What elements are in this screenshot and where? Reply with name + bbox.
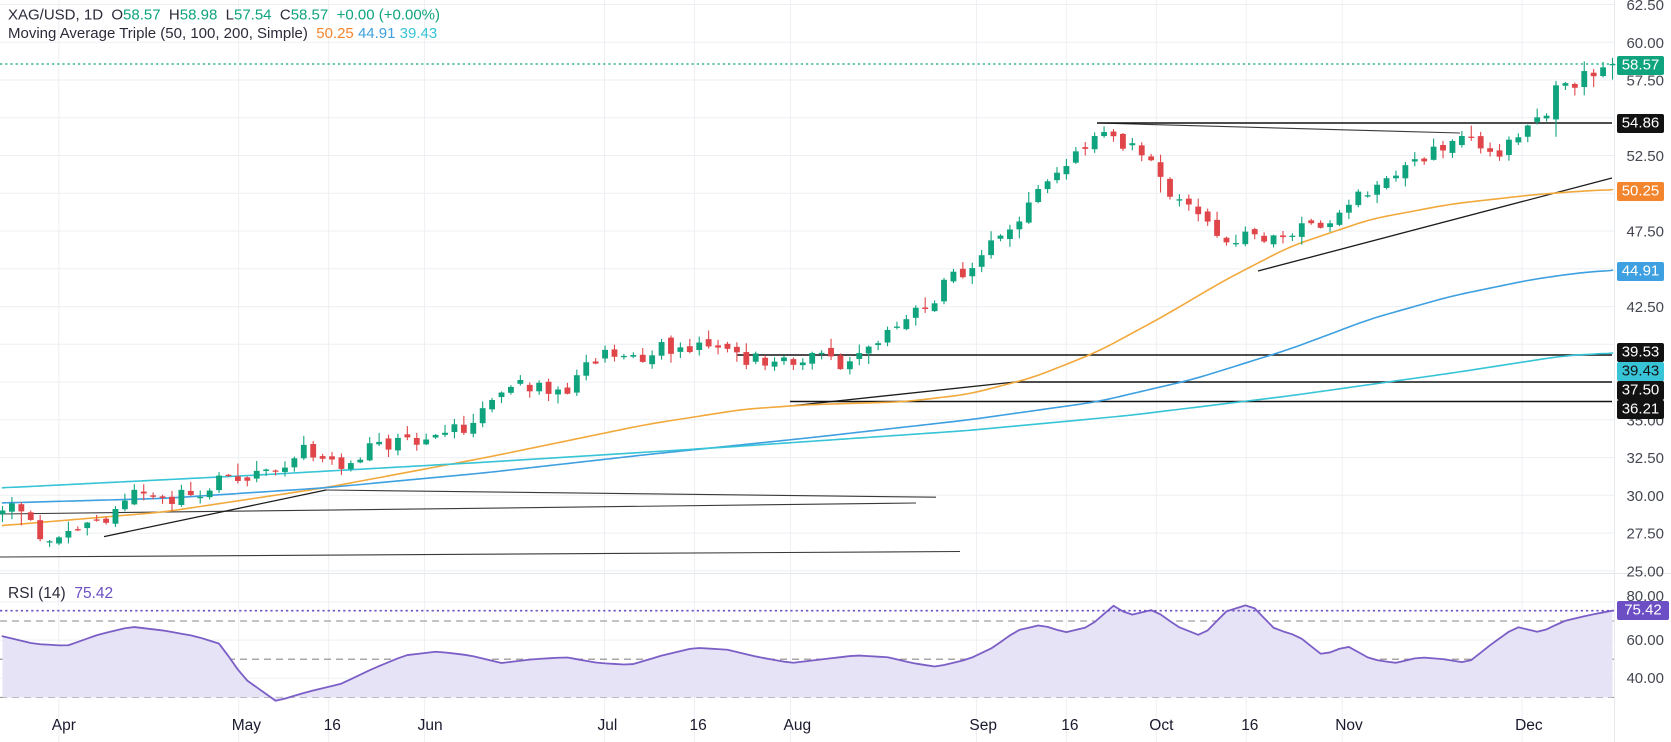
- svg-text:16: 16: [690, 717, 707, 734]
- svg-text:60.00: 60.00: [1626, 35, 1664, 52]
- svg-text:25.00: 25.00: [1626, 563, 1664, 580]
- svg-text:80.00: 80.00: [1626, 588, 1664, 605]
- svg-text:50.25: 50.25: [1622, 183, 1660, 200]
- svg-text:16: 16: [1241, 717, 1258, 734]
- svg-text:44.91: 44.91: [1622, 263, 1660, 280]
- svg-text:54.86: 54.86: [1622, 115, 1660, 132]
- svg-text:16: 16: [1061, 717, 1078, 734]
- svg-text:57.50: 57.50: [1626, 73, 1664, 90]
- svg-text:XAG/USD, 1D O58.57 H58.98 L: XAG/USD, 1D O58.57 H58.98 L57.54 C58.57 …: [8, 7, 440, 24]
- svg-text:30.00: 30.00: [1626, 488, 1664, 505]
- svg-text:58.57: 58.57: [1622, 57, 1660, 74]
- svg-text:Dec: Dec: [1515, 717, 1543, 734]
- svg-text:52.50: 52.50: [1626, 148, 1664, 165]
- svg-text:39.43: 39.43: [1622, 363, 1660, 380]
- svg-text:27.50: 27.50: [1626, 526, 1664, 543]
- svg-text:39.53: 39.53: [1622, 344, 1660, 361]
- svg-text:Nov: Nov: [1335, 717, 1363, 734]
- svg-text:Jul: Jul: [598, 717, 618, 734]
- svg-text:36.21: 36.21: [1622, 401, 1660, 418]
- svg-text:42.50: 42.50: [1626, 299, 1664, 316]
- svg-text:16: 16: [324, 717, 341, 734]
- svg-text:May: May: [232, 717, 262, 734]
- svg-text:Apr: Apr: [52, 717, 76, 734]
- svg-text:Aug: Aug: [784, 717, 812, 734]
- svg-text:Jun: Jun: [418, 717, 443, 734]
- svg-text:Moving Average Triple (50, 100: Moving Average Triple (50, 100, 200, Sim…: [8, 25, 437, 42]
- svg-text:RSI (14) 75.42: RSI (14) 75.42: [8, 585, 113, 602]
- svg-text:37.50: 37.50: [1622, 382, 1660, 399]
- svg-text:Oct: Oct: [1149, 717, 1174, 734]
- svg-text:Sep: Sep: [969, 717, 997, 734]
- svg-text:60.00: 60.00: [1626, 632, 1664, 649]
- svg-text:47.50: 47.50: [1626, 224, 1664, 241]
- svg-text:62.50: 62.50: [1626, 0, 1664, 14]
- svg-text:32.50: 32.50: [1626, 450, 1664, 467]
- svg-text:40.00: 40.00: [1626, 670, 1664, 687]
